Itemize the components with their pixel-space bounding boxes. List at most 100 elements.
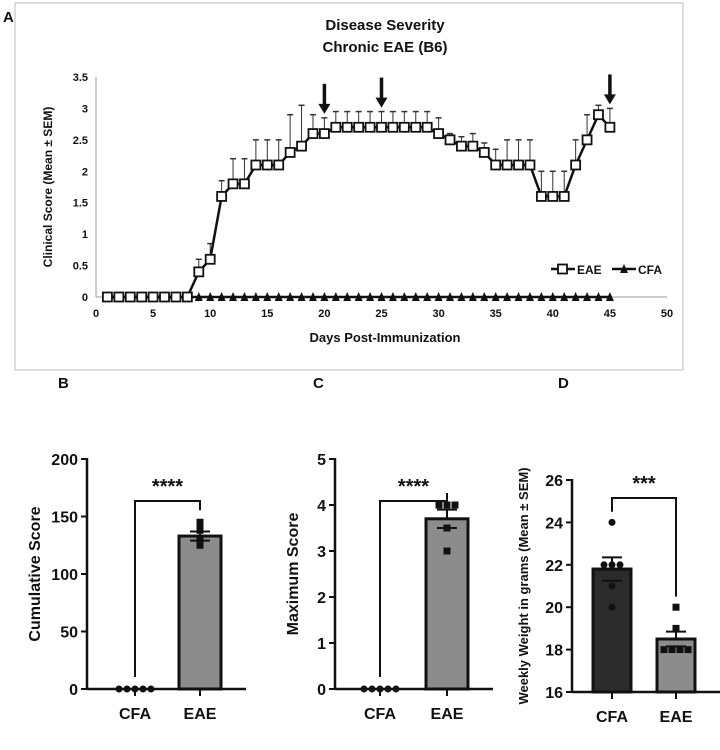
eae-point — [124, 291, 136, 303]
y-tick-label: 0 — [69, 682, 78, 699]
significance-bracket — [611, 497, 677, 597]
significance-label: *** — [632, 473, 656, 495]
bar-eae — [177, 534, 223, 691]
x-tick-label: 0 — [93, 308, 99, 320]
eae-point — [147, 291, 159, 303]
cfa-point — [354, 292, 363, 301]
eae-point — [181, 291, 193, 303]
eae-point — [604, 121, 616, 133]
panel-label-a: A — [3, 9, 14, 26]
y-tick-label: 50 — [60, 625, 78, 642]
data-point — [139, 685, 147, 693]
panel-label-b: B — [58, 375, 69, 392]
cfa-point — [320, 292, 329, 301]
data-point — [660, 646, 668, 654]
significance-bracket — [379, 493, 448, 677]
y-tick-label: 4 — [317, 498, 326, 515]
eae-point — [410, 121, 422, 133]
data-point — [443, 524, 451, 532]
x-tick-label: 40 — [547, 308, 559, 320]
x-tick-label: 50 — [661, 308, 673, 320]
eae-point — [513, 159, 524, 171]
cfa-point — [480, 292, 489, 301]
data-point — [435, 501, 443, 509]
data-point — [392, 685, 400, 693]
data-point — [451, 501, 459, 509]
cfa-point — [525, 292, 534, 301]
y-axis-label: Clinical Score (Mean ± SEM) — [41, 107, 55, 268]
eae-point — [204, 253, 216, 265]
y-tick-label: 200 — [51, 452, 78, 469]
x-tick-label: 25 — [375, 308, 387, 320]
cfa-point — [377, 292, 386, 301]
eae-point — [570, 159, 582, 171]
cfa-point — [263, 292, 272, 301]
data-point — [608, 561, 616, 569]
y-tick-label: 18 — [545, 643, 563, 660]
eae-point — [318, 128, 330, 139]
y-axis-label: Weekly Weight in grams (Mean ± SEM) — [516, 467, 531, 704]
y-tick-label: 2 — [317, 590, 326, 607]
x-tick-label: EAE — [431, 706, 464, 723]
legend-cfa-label: CFA — [638, 263, 662, 277]
y-tick-label: 5 — [317, 452, 326, 469]
data-point — [668, 646, 676, 654]
chart-subtitle: Chronic EAE (B6) — [322, 39, 447, 56]
y-tick-label: 150 — [51, 510, 78, 527]
x-tick-label: 35 — [490, 308, 502, 320]
cfa-point — [206, 292, 215, 301]
y-tick-label: 3 — [317, 544, 326, 561]
arrow-head — [318, 103, 331, 114]
eae-point — [501, 159, 513, 171]
cfa-point — [594, 292, 603, 301]
cfa-point — [308, 292, 317, 301]
eae-point — [273, 159, 285, 171]
y-axis-label: Maximum Score — [285, 513, 302, 636]
cfa-point — [229, 292, 238, 301]
eae-point — [296, 140, 307, 152]
y-tick-label: 1 — [82, 229, 88, 241]
cfa-point — [548, 292, 557, 301]
x-tick-label: CFA — [364, 706, 396, 723]
y-tick-label: 22 — [545, 558, 563, 575]
eae-point — [113, 291, 125, 303]
eae-point — [387, 121, 399, 133]
data-point — [608, 582, 616, 590]
y-tick-label: 0 — [82, 292, 88, 304]
y-tick-label: 0 — [317, 682, 326, 699]
data-point — [608, 518, 616, 526]
eae-point — [490, 159, 502, 171]
significance-bracket — [134, 500, 201, 677]
cfa-point — [457, 292, 466, 301]
legend-eae-label: EAE — [577, 263, 602, 277]
eae-point — [433, 128, 445, 139]
eae-point — [284, 147, 296, 158]
data-point — [672, 624, 680, 632]
x-tick-label: 20 — [318, 308, 330, 320]
bar-eae — [424, 517, 470, 691]
y-tick-label: 24 — [545, 515, 563, 532]
y-tick-label: 0.5 — [73, 261, 88, 273]
x-tick-label: 45 — [604, 308, 616, 320]
cfa-point — [388, 292, 397, 301]
eae-point — [330, 121, 342, 133]
data-point — [608, 603, 616, 611]
cfa-point — [423, 292, 432, 301]
data-point — [360, 685, 368, 693]
data-point — [196, 526, 204, 534]
cfa-point — [434, 292, 443, 301]
cfa-point — [400, 292, 409, 301]
cfa-point — [468, 292, 477, 301]
eae-point — [535, 191, 547, 202]
data-point — [131, 685, 139, 693]
eae-point — [547, 191, 559, 202]
eae-point — [398, 121, 410, 133]
data-point — [600, 561, 608, 569]
data-point — [443, 501, 451, 509]
arrow-head — [603, 94, 616, 105]
x-tick-label: EAE — [184, 706, 217, 723]
cfa-point — [571, 292, 580, 301]
y-tick-label: 100 — [51, 567, 78, 584]
